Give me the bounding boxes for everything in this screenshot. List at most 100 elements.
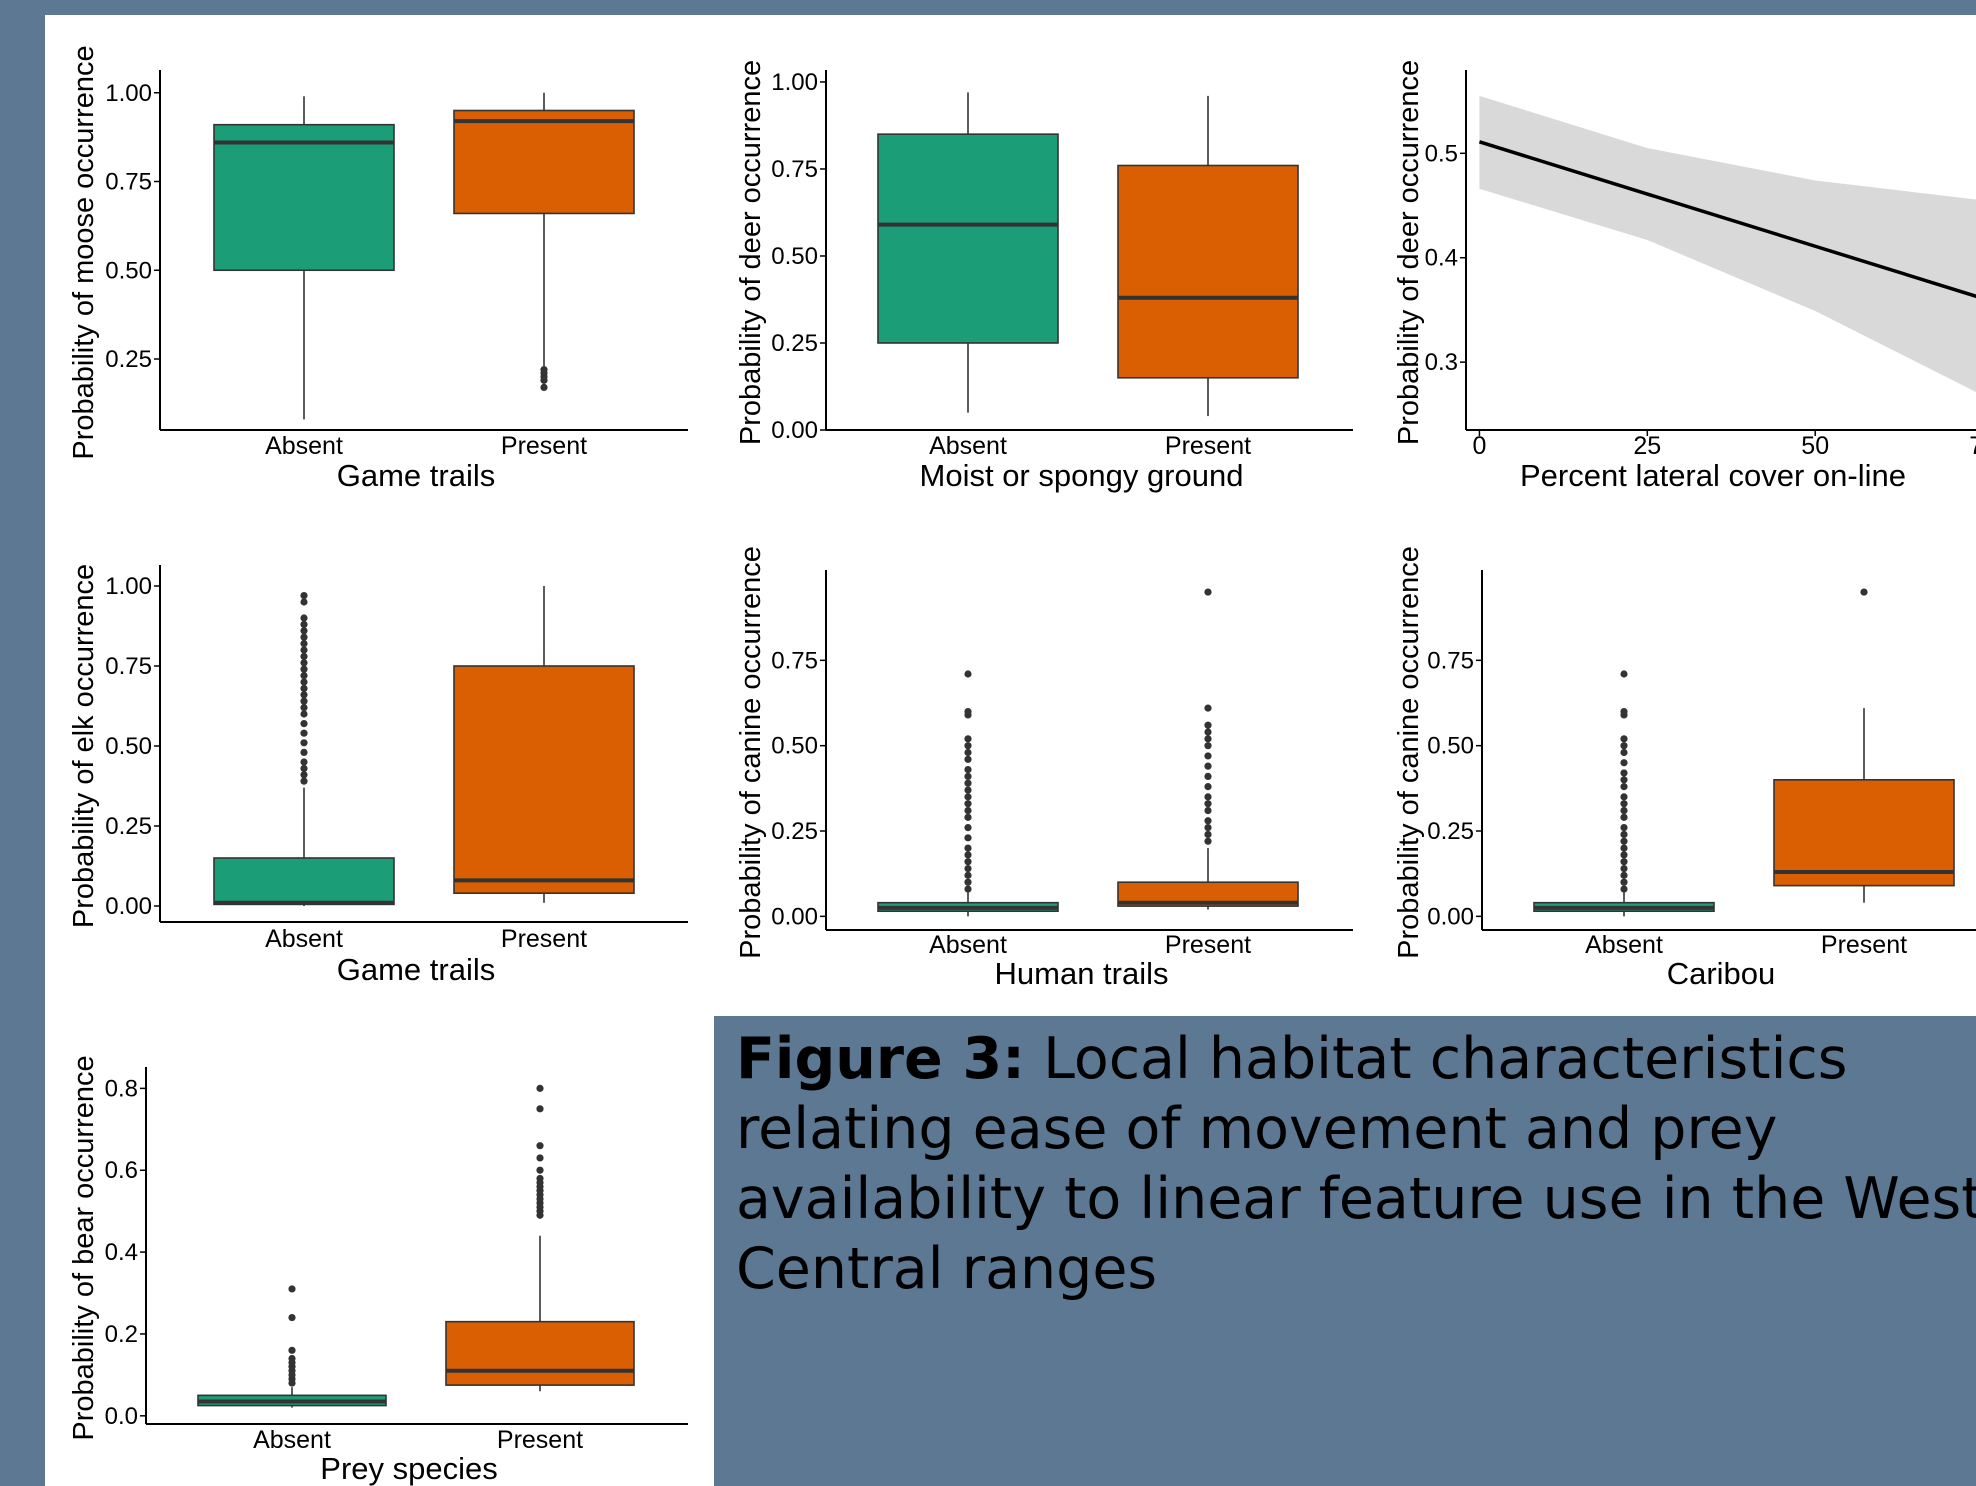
y-tick-label: 0.75 (771, 647, 818, 674)
outlier-point (964, 755, 972, 763)
outlier-point (964, 858, 972, 866)
y-tick-label: 0.50 (1427, 733, 1474, 760)
y-tick-label: 0.75 (105, 169, 152, 196)
box-present (1117, 881, 1299, 907)
outlier-point (964, 885, 972, 893)
y-tick-label: 0.50 (771, 243, 818, 270)
outlier-point (964, 742, 972, 750)
y-tick-label: 0.75 (771, 156, 818, 183)
y-axis-title: Probability of moose occurrence (68, 45, 100, 459)
outlier-point (1620, 800, 1628, 808)
outlier-point (964, 748, 972, 757)
box-present (453, 665, 635, 894)
x-tick-label: Absent (929, 432, 1007, 460)
y-tick-label: 0.2 (105, 1321, 138, 1348)
x-axis-title: Game trails (337, 952, 495, 987)
outlier-point (300, 592, 308, 600)
outlier-point (540, 376, 548, 384)
x-axis-title: Caribou (1667, 956, 1776, 991)
outlier-point (964, 878, 972, 886)
x-axis-title: Human trails (995, 956, 1169, 991)
outlier-point (300, 684, 308, 693)
outlier-point (1620, 830, 1628, 839)
x-axis-title: Prey species (320, 1451, 497, 1486)
box-present (445, 1320, 635, 1386)
outlier-point (1204, 742, 1212, 750)
y-tick-label: 0.4 (105, 1239, 138, 1266)
outlier-point (536, 1142, 544, 1150)
outlier-point (300, 697, 308, 705)
outlier-point (536, 1084, 544, 1092)
x-tick-label: Present (1821, 931, 1907, 959)
outlier-point (964, 772, 972, 780)
outlier-point (536, 1105, 544, 1113)
figure-caption-text: Local habitat characteristics relating e… (736, 1026, 1976, 1302)
outlier-point (300, 691, 308, 699)
y-axis-title: Probability of canine occurrence (1393, 546, 1425, 959)
outlier-point (300, 646, 308, 654)
outlier-point (1204, 752, 1212, 760)
outlier-point (1620, 806, 1628, 815)
outlier-point (964, 670, 972, 678)
outlier-point (300, 640, 308, 648)
x-axis-title: Percent lateral cover on-line (1520, 458, 1906, 493)
outlier-point (964, 786, 972, 794)
outlier-point (1204, 588, 1212, 596)
outlier-point (1620, 735, 1628, 743)
outlier-point (1204, 783, 1212, 791)
outlier-point (1620, 769, 1628, 777)
outlier-point (964, 851, 972, 859)
outlier-point (964, 823, 972, 832)
y-tick-label: 0.00 (771, 417, 818, 444)
box-present (453, 109, 635, 215)
figure-caption-label: Figure 3: (736, 1026, 1025, 1092)
y-tick-label: 0.0 (105, 1403, 138, 1430)
figure-caption: Figure 3: Local habitat characteristics … (736, 1024, 1976, 1304)
outlier-point (288, 1313, 296, 1322)
y-axis-title: Probability of elk occurrence (68, 564, 100, 928)
y-tick-label: 0.3 (1425, 349, 1458, 376)
y-tick-label: 0.25 (105, 813, 152, 840)
outlier-point (300, 614, 308, 622)
y-tick-label: 0.50 (771, 733, 818, 760)
outlier-point (300, 710, 308, 718)
outlier-point (964, 793, 972, 801)
outlier-point (540, 383, 548, 391)
outlier-point (300, 659, 308, 667)
outlier-point (1620, 858, 1628, 866)
outlier-point (288, 1285, 296, 1293)
y-tick-label: 0.25 (771, 818, 818, 845)
y-axis-title: Probability of deer occurrence (1393, 60, 1425, 445)
confidence-band (1479, 95, 1976, 392)
outlier-point (1620, 707, 1628, 716)
y-axis-title: Probability of deer occurrence (735, 60, 767, 445)
y-tick-label: 0.75 (1427, 647, 1474, 674)
outlier-point (964, 765, 972, 774)
outlier-point (1620, 878, 1628, 886)
outlier-point (1620, 885, 1628, 893)
outlier-point (1620, 871, 1628, 879)
y-axis-title: Probability of bear occurrence (68, 1055, 100, 1440)
outlier-point (1620, 864, 1628, 873)
outlier-point (288, 1354, 296, 1363)
outlier-point (300, 678, 308, 686)
outlier-point (1204, 735, 1212, 743)
outlier-point (300, 729, 308, 737)
outlier-point (1204, 830, 1212, 839)
outlier-point (300, 758, 308, 766)
x-tick-label: Absent (253, 1426, 331, 1454)
outlier-point (300, 704, 308, 712)
outlier-point (1620, 783, 1628, 791)
box-present (1773, 779, 1955, 887)
outlier-point (1204, 772, 1212, 780)
y-tick-label: 0.5 (1425, 140, 1458, 167)
outlier-point (1620, 837, 1628, 845)
outlier-point (1620, 844, 1628, 852)
y-tick-label: 1.00 (771, 69, 818, 96)
outlier-point (536, 1154, 544, 1162)
outlier-point (288, 1346, 296, 1354)
